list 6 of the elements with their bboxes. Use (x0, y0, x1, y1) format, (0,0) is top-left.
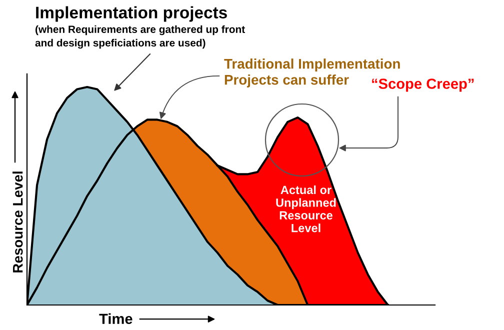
y-axis-title: Resource Level (12, 172, 23, 272)
annotation: “Scope Creep” (372, 78, 474, 92)
x-axis-title: Time (99, 313, 132, 324)
annotation: Actual or Unplanned Resource Level (276, 185, 336, 232)
chart-title: Implementation projects (36, 6, 227, 22)
chart-subtitle: (when Requirements are gathered up front and design speficiations are used) (35, 25, 245, 49)
